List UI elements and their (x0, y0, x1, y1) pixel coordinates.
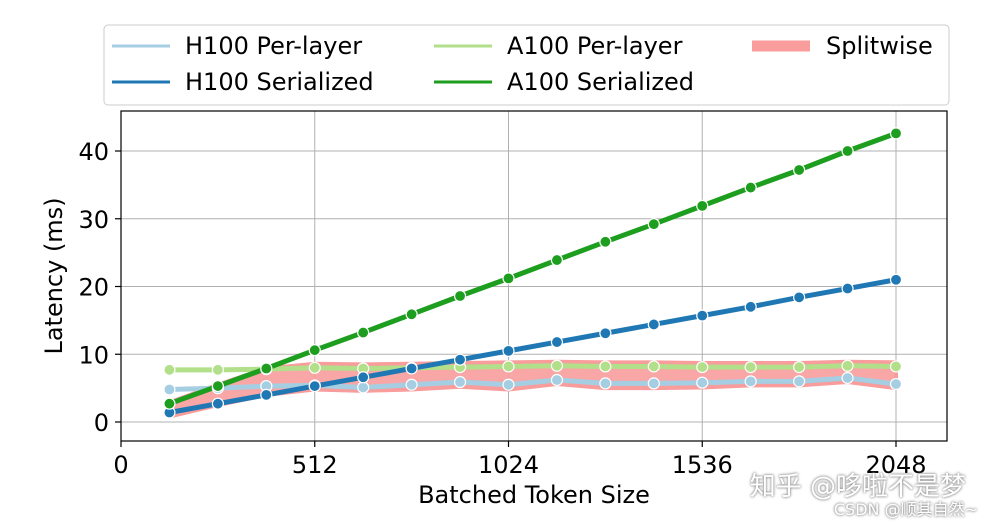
series-line-h100-per-layer (166, 375, 899, 392)
data-point-a100-serialized (696, 199, 709, 212)
data-point-h100-serialized (841, 282, 854, 295)
data-point-a100-serialized (453, 289, 467, 303)
data-point-h100-serialized (308, 379, 321, 393)
x-tick-label: 1024 (478, 451, 539, 479)
legend-label-h100-per-layer: H100 Per-layer (185, 32, 362, 60)
data-point-a100-serialized (163, 397, 176, 410)
data-point-h100-per-layer (502, 378, 515, 391)
legend-label-a100-per-layer: A100 Per-layer (507, 32, 683, 60)
data-point-a100-per-layer (647, 360, 660, 373)
data-point-h100-serialized (889, 273, 903, 286)
data-point-a100-serialized (647, 218, 660, 231)
data-point-h100-per-layer (744, 375, 757, 388)
data-point-h100-serialized (260, 388, 273, 401)
series-line-a100-per-layer (166, 363, 899, 373)
series-lines-layer (166, 130, 899, 416)
data-point-a100-per-layer (599, 360, 612, 373)
legend-frame (103, 24, 950, 106)
data-point-a100-per-layer (163, 363, 176, 376)
data-point-h100-per-layer (793, 375, 806, 388)
data-point-h100-per-layer (453, 375, 467, 389)
data-point-a100-serialized (841, 144, 854, 158)
legend-label-a100-serialized: A100 Serialized (507, 68, 694, 96)
data-point-h100-per-layer (163, 383, 176, 396)
series-line-h100-serialized (166, 277, 899, 416)
data-point-a100-per-layer (550, 359, 564, 372)
data-point-a100-serialized (502, 272, 515, 285)
y-tick-label: 10 (78, 341, 109, 369)
data-point-a100-serialized (793, 163, 806, 177)
data-point-a100-serialized (308, 344, 321, 357)
data-point-h100-serialized (793, 291, 806, 304)
data-point-h100-serialized (211, 397, 224, 410)
y-tick-label: 40 (78, 138, 109, 166)
plot-frame (120, 110, 948, 442)
series-points-layer (163, 127, 903, 419)
data-point-a100-per-layer (211, 363, 224, 376)
data-point-a100-per-layer (744, 361, 757, 374)
y-tick-label: 20 (78, 274, 109, 302)
data-point-h100-serialized (744, 300, 757, 313)
legend: H100 Per-layer H100 Serialized A100 Per-la… (103, 24, 950, 106)
data-point-h100-serialized (647, 318, 660, 331)
data-point-h100-per-layer (841, 371, 854, 385)
x-axis-label: Batched Token Size (418, 481, 650, 509)
data-point-a100-per-layer (841, 359, 854, 372)
data-point-h100-serialized (502, 344, 515, 357)
data-point-a100-serialized (599, 235, 612, 248)
data-point-h100-serialized (550, 335, 564, 349)
data-point-h100-per-layer (889, 377, 903, 391)
legend-label-splitwise: Splitwise (826, 32, 933, 60)
data-point-a100-serialized (550, 253, 564, 267)
data-point-a100-per-layer (502, 360, 515, 373)
data-point-h100-serialized (357, 371, 370, 384)
data-point-h100-per-layer (405, 378, 418, 391)
watermark-csdn: CSDN @顺其自然~ (833, 500, 978, 519)
data-point-a100-per-layer (793, 361, 806, 374)
data-point-h100-serialized (405, 362, 418, 375)
series-line-a100-serialized (166, 130, 899, 407)
legend-label-h100-serialized: H100 Serialized (185, 68, 374, 96)
data-point-a100-serialized (260, 362, 273, 375)
y-tick-label: 0 (94, 409, 109, 437)
data-point-h100-per-layer (647, 377, 660, 390)
data-point-a100-serialized (405, 308, 418, 321)
data-point-a100-per-layer (889, 360, 903, 373)
axis-ticks: 0 512 1024 1536 2048 0 10 20 30 40 (78, 138, 926, 479)
data-point-h100-per-layer (599, 377, 612, 390)
y-tick-label: 30 (78, 206, 109, 234)
watermark-zhihu: 知乎 @哆啦不是梦 (749, 472, 966, 502)
data-point-h100-serialized (453, 353, 467, 366)
data-point-h100-per-layer (696, 376, 709, 389)
data-point-h100-per-layer (357, 381, 370, 394)
x-tick-label: 512 (292, 451, 338, 479)
data-point-h100-per-layer (550, 373, 564, 387)
data-point-a100-serialized (889, 127, 903, 140)
x-tick-label: 2048 (865, 451, 926, 479)
data-point-a100-per-layer (308, 361, 321, 374)
data-point-h100-serialized (696, 309, 709, 322)
data-point-a100-serialized (744, 181, 757, 194)
data-point-a100-serialized (357, 326, 370, 339)
data-point-a100-per-layer (696, 361, 709, 374)
x-tick-label: 0 (113, 451, 128, 479)
data-point-a100-serialized (211, 379, 224, 393)
data-point-h100-serialized (599, 327, 612, 340)
x-tick-label: 1536 (672, 451, 733, 479)
y-axis-label: Latency (ms) (40, 197, 68, 354)
